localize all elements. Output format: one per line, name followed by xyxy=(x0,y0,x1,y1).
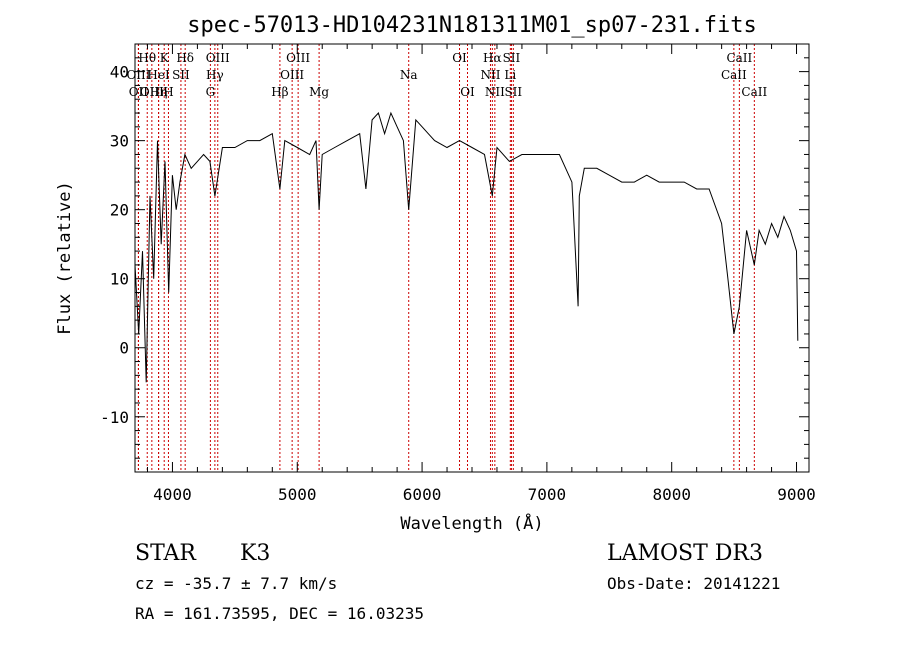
spectrum-line xyxy=(134,111,799,383)
x-axis-label: Wavelength (Å) xyxy=(400,512,543,534)
line-label: Hη xyxy=(150,85,168,99)
y-axis-ticks: -10 0 10 20 30 40 xyxy=(100,43,809,459)
coords-label: RA = 161.73595, DEC = 16.03235 xyxy=(135,604,424,623)
line-label: NII xyxy=(480,68,500,82)
line-label: Hθ xyxy=(138,51,156,65)
x-tick-label: 7000 xyxy=(528,485,567,504)
line-label: Hβ xyxy=(271,85,288,99)
y-tick-label: 30 xyxy=(110,132,129,151)
line-label: OI xyxy=(452,51,467,65)
line-label: G xyxy=(206,85,216,99)
line-label: OI xyxy=(460,85,475,99)
x-tick-label: 6000 xyxy=(403,485,442,504)
redshift-label: cz = -35.7 ± 7.7 km/s xyxy=(135,574,337,593)
x-tick-label: 8000 xyxy=(652,485,691,504)
line-label: K xyxy=(160,51,170,65)
x-tick-label: 9000 xyxy=(777,485,816,504)
line-label: OIII xyxy=(206,51,230,65)
y-tick-label: 0 xyxy=(119,339,129,358)
line-label: Mg xyxy=(309,85,329,99)
plot-frame xyxy=(134,43,810,473)
line-label: SII xyxy=(503,51,521,65)
line-label: Na xyxy=(400,68,418,82)
line-label: HeI xyxy=(147,68,170,82)
line-label: OIII xyxy=(280,68,304,82)
y-tick-label: -10 xyxy=(100,408,129,427)
star-subclass: K3 xyxy=(240,541,270,566)
line-label: Li xyxy=(504,68,516,82)
line-label: NII xyxy=(485,85,505,99)
x-tick-label: 4000 xyxy=(153,485,192,504)
line-label: SII xyxy=(504,85,522,99)
line-label: CaII xyxy=(741,85,767,99)
chart-title: spec-57013-HD104231N181311M01_sp07-231.f… xyxy=(187,13,757,38)
line-label: OIII xyxy=(140,85,164,99)
survey-label: LAMOST DR3 xyxy=(607,541,763,566)
x-axis-ticks: 4000 5000 6000 7000 8000 9000 xyxy=(146,44,816,504)
line-label: CaII xyxy=(726,51,752,65)
line-label: Hα xyxy=(483,51,502,65)
obs-date-label: Obs-Date: 20141221 xyxy=(607,574,780,593)
line-label: Hγ xyxy=(206,68,224,82)
y-tick-label: 20 xyxy=(110,201,129,220)
line-label: Hδ xyxy=(176,51,194,65)
y-tick-label: 40 xyxy=(110,63,129,82)
line-label: OII xyxy=(129,85,149,99)
line-label: CaII xyxy=(721,68,747,82)
line-markers xyxy=(137,44,755,472)
line-label: SII xyxy=(172,68,190,82)
y-tick-label: 10 xyxy=(110,270,129,289)
line-label: OIII xyxy=(286,51,310,65)
y-axis-label: Flux (relative) xyxy=(55,181,75,335)
x-tick-label: 5000 xyxy=(278,485,317,504)
line-label: H xyxy=(163,85,173,99)
star-class: STAR xyxy=(135,541,197,566)
